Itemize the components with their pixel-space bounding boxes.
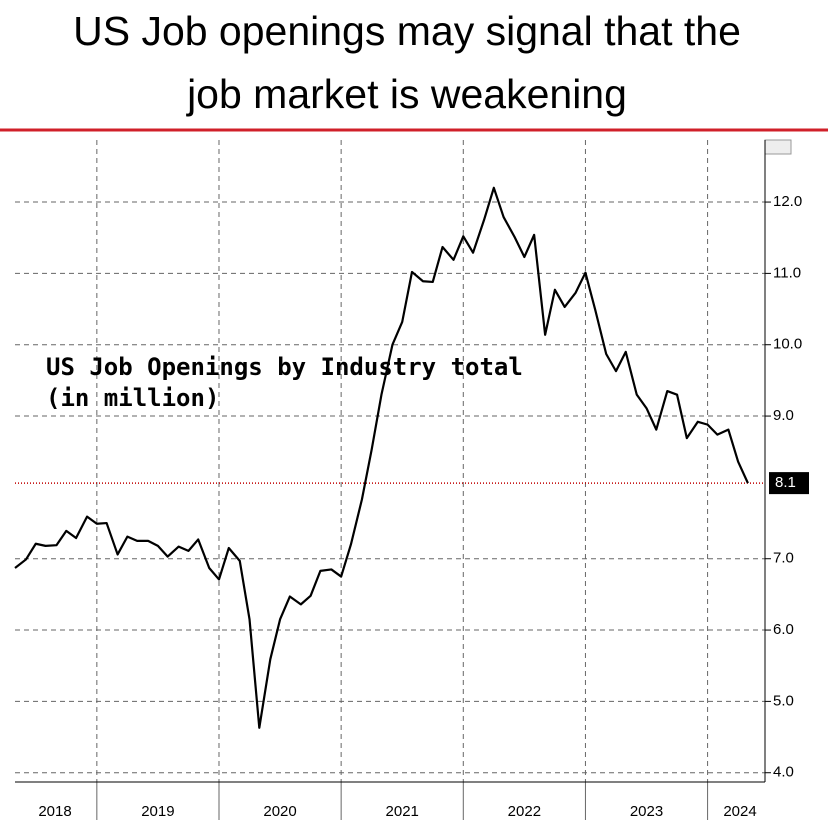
x-tick-label: 2018 (38, 803, 71, 820)
y-tick-label: 6.0 (773, 621, 794, 638)
y-tick-label: 5.0 (773, 692, 794, 709)
last-value-tag (769, 472, 809, 495)
y-tick-label: 12.0 (773, 193, 802, 210)
y-tick-label: 11.0 (773, 264, 801, 281)
y-tick-label: 9.0 (773, 407, 794, 424)
y-tick-label: 4.0 (773, 764, 794, 781)
x-tick-label: 2020 (263, 803, 296, 820)
x-tick-label: 2022 (508, 803, 541, 820)
annotation: (in million) (46, 384, 219, 412)
y-tick-label: 7.0 (773, 550, 794, 567)
x-tick-label: 2021 (386, 803, 419, 820)
annotation: US Job Openings by Industry total (46, 353, 523, 381)
chart-title: job market is weakening (186, 71, 627, 117)
chart-icon (764, 139, 792, 155)
y-tick-label: 10.0 (773, 336, 802, 353)
x-tick-label: 2023 (630, 803, 663, 820)
last-value-label: 8.1 (775, 474, 796, 491)
x-tick-label: 2019 (141, 803, 174, 820)
x-tick-label: 2024 (723, 803, 756, 820)
chart-title: US Job openings may signal that the (73, 8, 741, 54)
line-series (14, 186, 749, 729)
